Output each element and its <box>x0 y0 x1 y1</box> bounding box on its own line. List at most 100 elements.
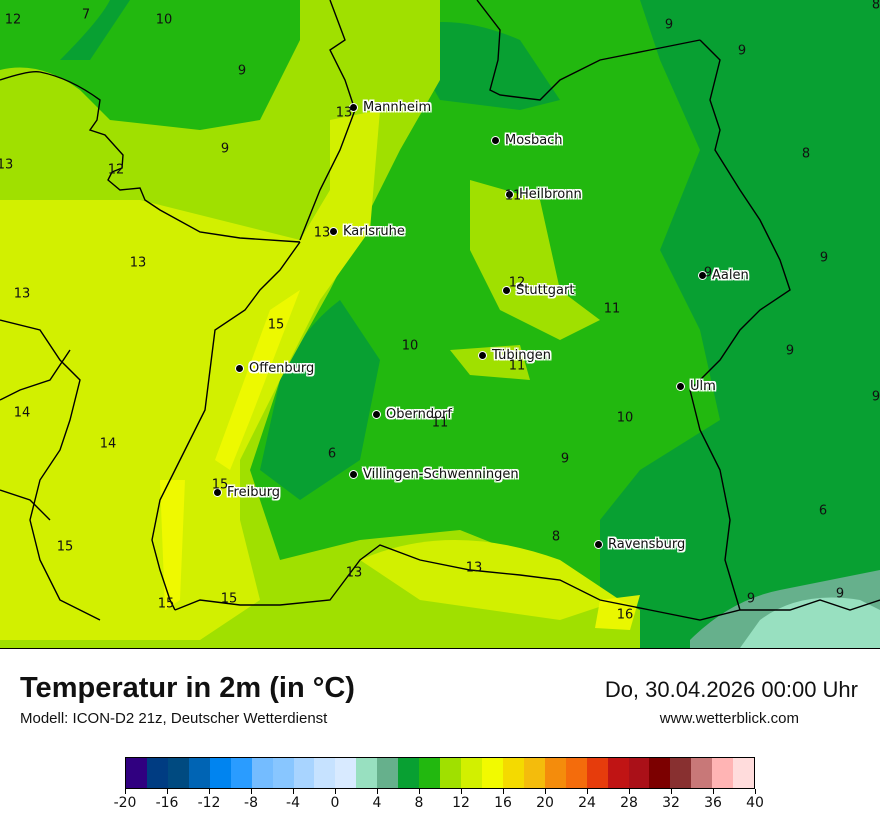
legend-color-segment <box>377 758 399 788</box>
temperature-value: 9 <box>835 586 845 602</box>
city-marker: Heilbronn <box>505 187 582 202</box>
city-label: Offenburg <box>249 361 315 376</box>
website-link[interactable]: www.wetterblick.com <box>659 710 799 727</box>
city-marker: Ulm <box>676 379 716 394</box>
legend-color-segment <box>565 758 587 788</box>
legend-tick-mark <box>419 789 420 794</box>
legend-tick-mark <box>587 789 588 794</box>
temperature-value: 9 <box>220 141 230 157</box>
legend-tick-mark <box>335 789 336 794</box>
temperature-value: 15 <box>56 539 74 555</box>
temperature-value: 13 <box>0 157 14 173</box>
temperature-value: 15 <box>220 591 238 607</box>
city-dot-icon <box>676 382 685 391</box>
legend-tick-mark <box>377 789 378 794</box>
temperature-value: 8 <box>551 529 561 545</box>
legend-tick-label: 28 <box>620 795 638 811</box>
temperature-value: 9 <box>785 343 795 359</box>
city-marker: Freiburg <box>213 485 280 500</box>
city-label: Aalen <box>712 268 749 283</box>
city-marker: Karlsruhe <box>329 224 405 239</box>
legend-tick-label: 12 <box>452 795 470 811</box>
legend-tick-label: 24 <box>578 795 596 811</box>
legend-color-segment <box>356 758 378 788</box>
legend-color-segment <box>126 758 147 788</box>
city-marker: Mosbach <box>491 133 563 148</box>
temperature-value: 9 <box>237 63 247 79</box>
legend-tick-label: 16 <box>494 795 512 811</box>
temperature-value: 11 <box>603 301 621 317</box>
temperature-value: 9 <box>560 451 570 467</box>
legend-color-segment <box>691 758 713 788</box>
city-marker: Ravensburg <box>594 537 685 552</box>
legend-tick-label: 8 <box>414 795 424 811</box>
city-dot-icon <box>235 364 244 373</box>
temperature-value: 10 <box>401 338 419 354</box>
chart-title: Temperatur in 2m (in °C) <box>20 672 355 704</box>
temperature-value: 9 <box>664 17 674 33</box>
legend-color-segment <box>230 758 252 788</box>
temperature-value: 9 <box>871 389 880 405</box>
color-legend-bar <box>125 757 755 789</box>
city-dot-icon <box>594 540 603 549</box>
temperature-value: 6 <box>327 446 337 462</box>
legend-color-segment <box>146 758 168 788</box>
temperature-value: 13 <box>313 225 331 241</box>
temperature-value: 12 <box>508 275 526 291</box>
city-label: Oberndorf <box>386 407 452 422</box>
city-label: Stuttgart <box>516 283 575 298</box>
city-label: Ulm <box>690 379 716 394</box>
legend-color-segment <box>419 758 441 788</box>
legend-color-segment <box>481 758 503 788</box>
city-label: Mannheim <box>363 100 432 115</box>
temperature-value: 13 <box>345 565 363 581</box>
legend-color-segment <box>440 758 461 788</box>
city-marker: Oberndorf <box>372 407 452 422</box>
temperature-value: 9 <box>746 591 756 607</box>
legend-tick-label: 0 <box>330 795 340 811</box>
temperature-value: 8 <box>801 146 811 162</box>
temperature-value: 11 <box>431 415 449 431</box>
legend-color-segment <box>251 758 273 788</box>
city-label: Freiburg <box>227 485 281 500</box>
legend-tick-mark <box>545 789 546 794</box>
legend-color-segment <box>670 758 692 788</box>
legend-color-segment <box>398 758 420 788</box>
legend-tick-mark <box>293 789 294 794</box>
city-label: Heilbronn <box>519 187 582 202</box>
temperature-value: 15 <box>211 477 229 493</box>
city-label: Ravensburg <box>608 537 686 552</box>
city-dot-icon <box>698 271 707 280</box>
city-dot-icon <box>329 227 338 236</box>
legend-color-segment <box>314 758 336 788</box>
legend-tick-mark <box>629 789 630 794</box>
temperature-value: 12 <box>4 12 22 28</box>
legend-tick-mark <box>461 789 462 794</box>
legend-color-segment <box>272 758 294 788</box>
legend-color-segment <box>461 758 482 788</box>
temperature-value: 9 <box>737 43 747 59</box>
legend-color-segment <box>293 758 315 788</box>
temperature-value: 13 <box>129 255 147 271</box>
temperature-value: 13 <box>465 560 483 576</box>
legend-tick-mark <box>671 789 672 794</box>
legend-tick-mark <box>209 789 210 794</box>
legend-color-segment <box>586 758 608 788</box>
city-dot-icon <box>478 351 487 360</box>
city-marker: Stuttgart <box>502 283 574 298</box>
legend-color-segment <box>607 758 629 788</box>
temperature-value: 13 <box>335 105 353 121</box>
legend-color-segment <box>335 758 357 788</box>
color-legend-ticks: -20 -16 -12 -8 -4 0 4 8 12 16 20 24 28 32 36 40 <box>114 789 764 817</box>
temperature-value: 10 <box>155 12 173 28</box>
legend-color-segment <box>188 758 210 788</box>
city-label: Karlsruhe <box>343 224 405 239</box>
city-dot-icon <box>491 136 500 145</box>
city-marker: Mannheim <box>349 100 431 115</box>
legend-color-segment <box>523 758 545 788</box>
legend-tick-label: 32 <box>662 795 680 811</box>
temperature-value: 14 <box>99 436 117 452</box>
city-dot-icon <box>349 103 358 112</box>
city-dot-icon <box>213 488 222 497</box>
temperature-value: 10 <box>616 410 634 426</box>
